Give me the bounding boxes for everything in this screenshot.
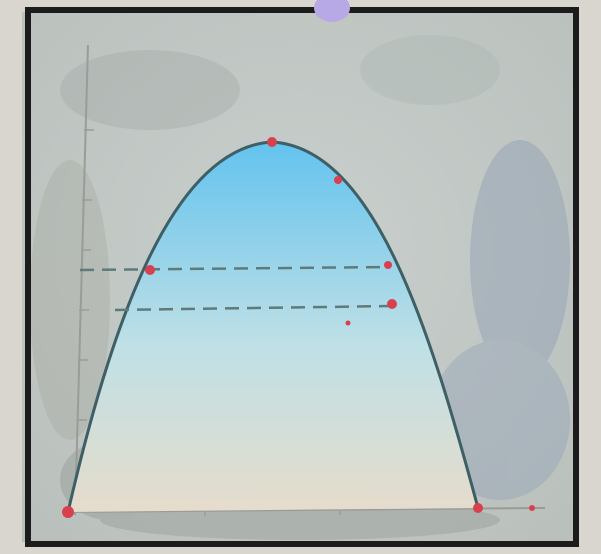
right-intersection-marker-upper [384,261,392,269]
curve-point-marker [334,176,342,184]
upper-dashed-line [79,265,391,272]
inner-point-marker [345,320,351,326]
parabola-fill [68,142,478,512]
y-axis [74,44,94,516]
left-intersection-marker [145,265,155,275]
x-axis-end-marker [529,505,535,511]
vertex-marker [267,137,277,147]
frame-border [25,7,579,547]
pin-icon [314,0,350,22]
right-root-marker [473,503,483,513]
left-root-marker [62,506,74,518]
lower-dashed-line [114,304,393,312]
right-intersection-marker-lower [387,299,397,309]
